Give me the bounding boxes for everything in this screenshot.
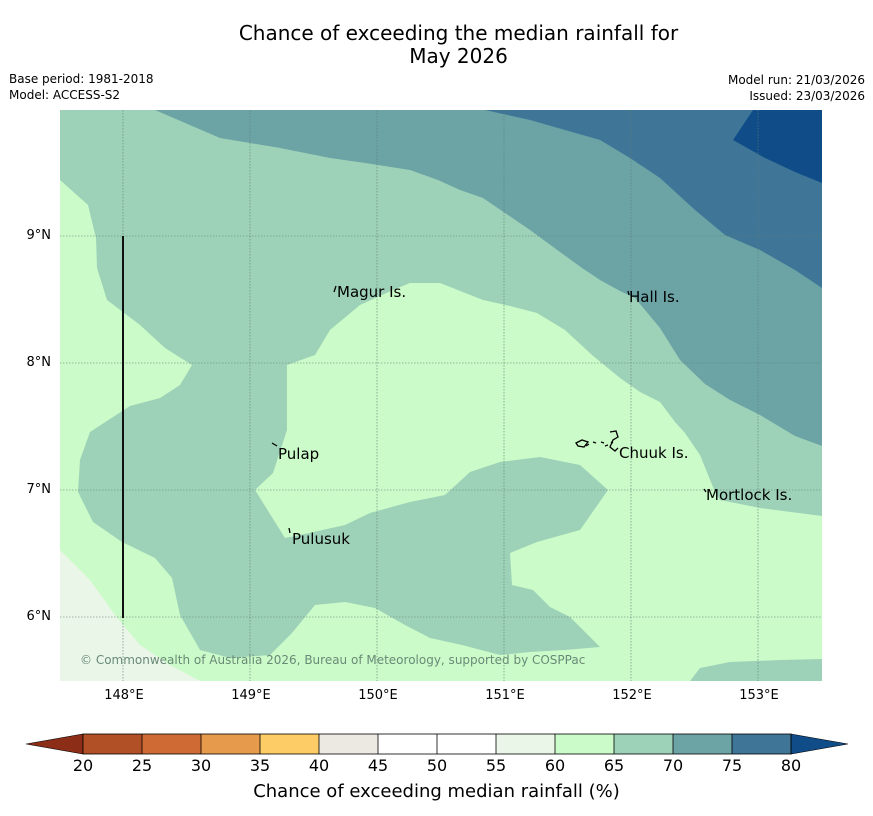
base-period: Base period: 1981-2018 — [9, 72, 154, 86]
label-chuuk: Chuuk Is. — [619, 444, 689, 462]
colorbar-50-55 — [437, 734, 496, 754]
meta-right: Model run: 21/03/2026 Issued: 23/03/2026 — [728, 72, 865, 104]
colorbar-55-60 — [496, 734, 555, 754]
colorbar-label: Chance of exceeding median rainfall (%) — [253, 781, 620, 802]
lon-label-152e: 152°E — [612, 688, 652, 703]
label-pulap: Pulap — [278, 445, 320, 463]
copyright-notice: © Commonwealth of Australia 2026, Bureau… — [80, 653, 586, 667]
lat-label-6n: 6°N — [26, 609, 52, 624]
colorbar-tick-30: 30 — [190, 756, 212, 775]
colorbar-below-20 — [25, 733, 84, 755]
colorbar-40-45 — [319, 734, 378, 754]
colorbar-25-30 — [142, 734, 201, 754]
colorbar-tick-60: 60 — [544, 756, 566, 775]
colorbar-tick-70: 70 — [662, 756, 684, 775]
issued-date: Issued: 23/03/2026 — [749, 89, 865, 103]
contour-70-75 — [155, 110, 822, 446]
colorbar-20-25 — [83, 734, 142, 754]
label-pulusuk: Pulusuk — [292, 530, 350, 548]
colorbar-70-75 — [673, 734, 732, 754]
colorbar-tick-40: 40 — [308, 756, 330, 775]
contour-65-70-se — [690, 659, 822, 681]
title-line-2: May 2026 — [409, 44, 508, 68]
contour-above-80 — [733, 110, 822, 183]
colorbar-dividers — [82, 733, 792, 755]
chuuk-island-shapes — [575, 430, 619, 452]
lat-label-9n: 9°N — [26, 228, 52, 243]
lon-label-148e: 148°E — [104, 688, 144, 703]
colorbar-tick-75: 75 — [721, 756, 743, 775]
colorbar-60-65 — [555, 734, 614, 754]
meta-left: Base period: 1981-2018 Model: ACCESS-S2 — [9, 71, 154, 103]
colorbar-75-80 — [732, 734, 791, 754]
colorbar-65-70 — [614, 734, 673, 754]
lon-label-151e: 151°E — [485, 688, 525, 703]
colorbar-tick-50: 50 — [426, 756, 448, 775]
lat-label-8n: 8°N — [26, 355, 52, 370]
hall-island-shape — [627, 290, 630, 296]
colorbar-tick-65: 65 — [603, 756, 625, 775]
island-markers — [271, 285, 707, 534]
model-run: Model run: 21/03/2026 — [727, 73, 865, 87]
lon-label-149e: 149°E — [231, 688, 271, 703]
label-mortlock: Mortlock Is. — [706, 486, 793, 504]
label-hall: Hall Is. — [629, 288, 680, 306]
colorbar-35-40 — [260, 734, 319, 754]
lon-label-153e: 153°E — [739, 688, 779, 703]
mortlock-island-shape — [703, 488, 707, 493]
lat-label-7n: 7°N — [26, 482, 52, 497]
lon-label-150e: 150°E — [358, 688, 398, 703]
map-contours — [60, 110, 822, 681]
contour-75-80 — [485, 110, 822, 288]
label-magur: Magur Is. — [337, 283, 407, 301]
colorbar-30-35 — [201, 734, 260, 754]
colorbar-tick-45: 45 — [367, 756, 389, 775]
title-line-1: Chance of exceeding the median rainfall … — [238, 21, 679, 45]
colorbar-tick-25: 25 — [131, 756, 153, 775]
contour-55-60 — [60, 550, 200, 681]
colorbar-tick-55: 55 — [485, 756, 507, 775]
colorbar-tick-35: 35 — [249, 756, 271, 775]
colorbar-45-50 — [378, 734, 437, 754]
chart-title: Chance of exceeding the median rainfall … — [0, 22, 873, 68]
colorbar-tick-80: 80 — [780, 756, 802, 775]
rainfall-map: Magur Is. Hall Is. Pulap Chuuk Is. Mortl… — [60, 110, 822, 681]
pulusuk-island-shape — [288, 527, 291, 534]
colorbar — [25, 733, 849, 755]
pulap-island-shape — [271, 442, 278, 447]
colorbar-above-80 — [790, 733, 849, 755]
colorbar-tick-20: 20 — [72, 756, 94, 775]
model-name: Model: ACCESS-S2 — [9, 88, 121, 102]
magur-island-shape — [333, 285, 337, 293]
